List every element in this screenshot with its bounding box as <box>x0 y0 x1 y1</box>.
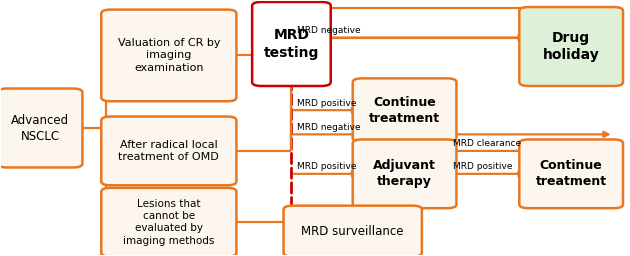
Text: MRD positive: MRD positive <box>297 99 357 108</box>
Text: MRD positive: MRD positive <box>297 162 357 171</box>
Text: After radical local
treatment of OMD: After radical local treatment of OMD <box>118 140 219 162</box>
Text: MRD negative: MRD negative <box>297 26 361 35</box>
FancyBboxPatch shape <box>101 10 236 101</box>
FancyBboxPatch shape <box>353 78 457 142</box>
Text: Continue
treatment: Continue treatment <box>369 96 440 125</box>
Text: MRD negative: MRD negative <box>297 123 361 132</box>
FancyBboxPatch shape <box>252 2 331 86</box>
Text: MRD
testing: MRD testing <box>264 28 319 60</box>
FancyBboxPatch shape <box>101 188 236 256</box>
Text: Lesions that
cannot be
evaluated by
imaging methods: Lesions that cannot be evaluated by imag… <box>123 199 215 246</box>
Text: Continue
treatment: Continue treatment <box>536 159 607 188</box>
FancyBboxPatch shape <box>519 7 623 86</box>
Text: MRD surveillance: MRD surveillance <box>302 225 404 238</box>
Text: Valuation of CR by
imaging
examination: Valuation of CR by imaging examination <box>118 38 220 73</box>
Text: Adjuvant
therapy: Adjuvant therapy <box>373 159 436 188</box>
FancyBboxPatch shape <box>519 140 623 208</box>
FancyBboxPatch shape <box>284 206 422 256</box>
FancyBboxPatch shape <box>101 116 236 185</box>
Text: MRD clearance: MRD clearance <box>454 139 522 148</box>
FancyBboxPatch shape <box>0 89 83 167</box>
Text: Advanced
NSCLC: Advanced NSCLC <box>11 113 69 143</box>
Text: Drug
holiday: Drug holiday <box>543 31 600 62</box>
Text: MRD positive: MRD positive <box>454 162 513 171</box>
FancyBboxPatch shape <box>353 140 457 208</box>
